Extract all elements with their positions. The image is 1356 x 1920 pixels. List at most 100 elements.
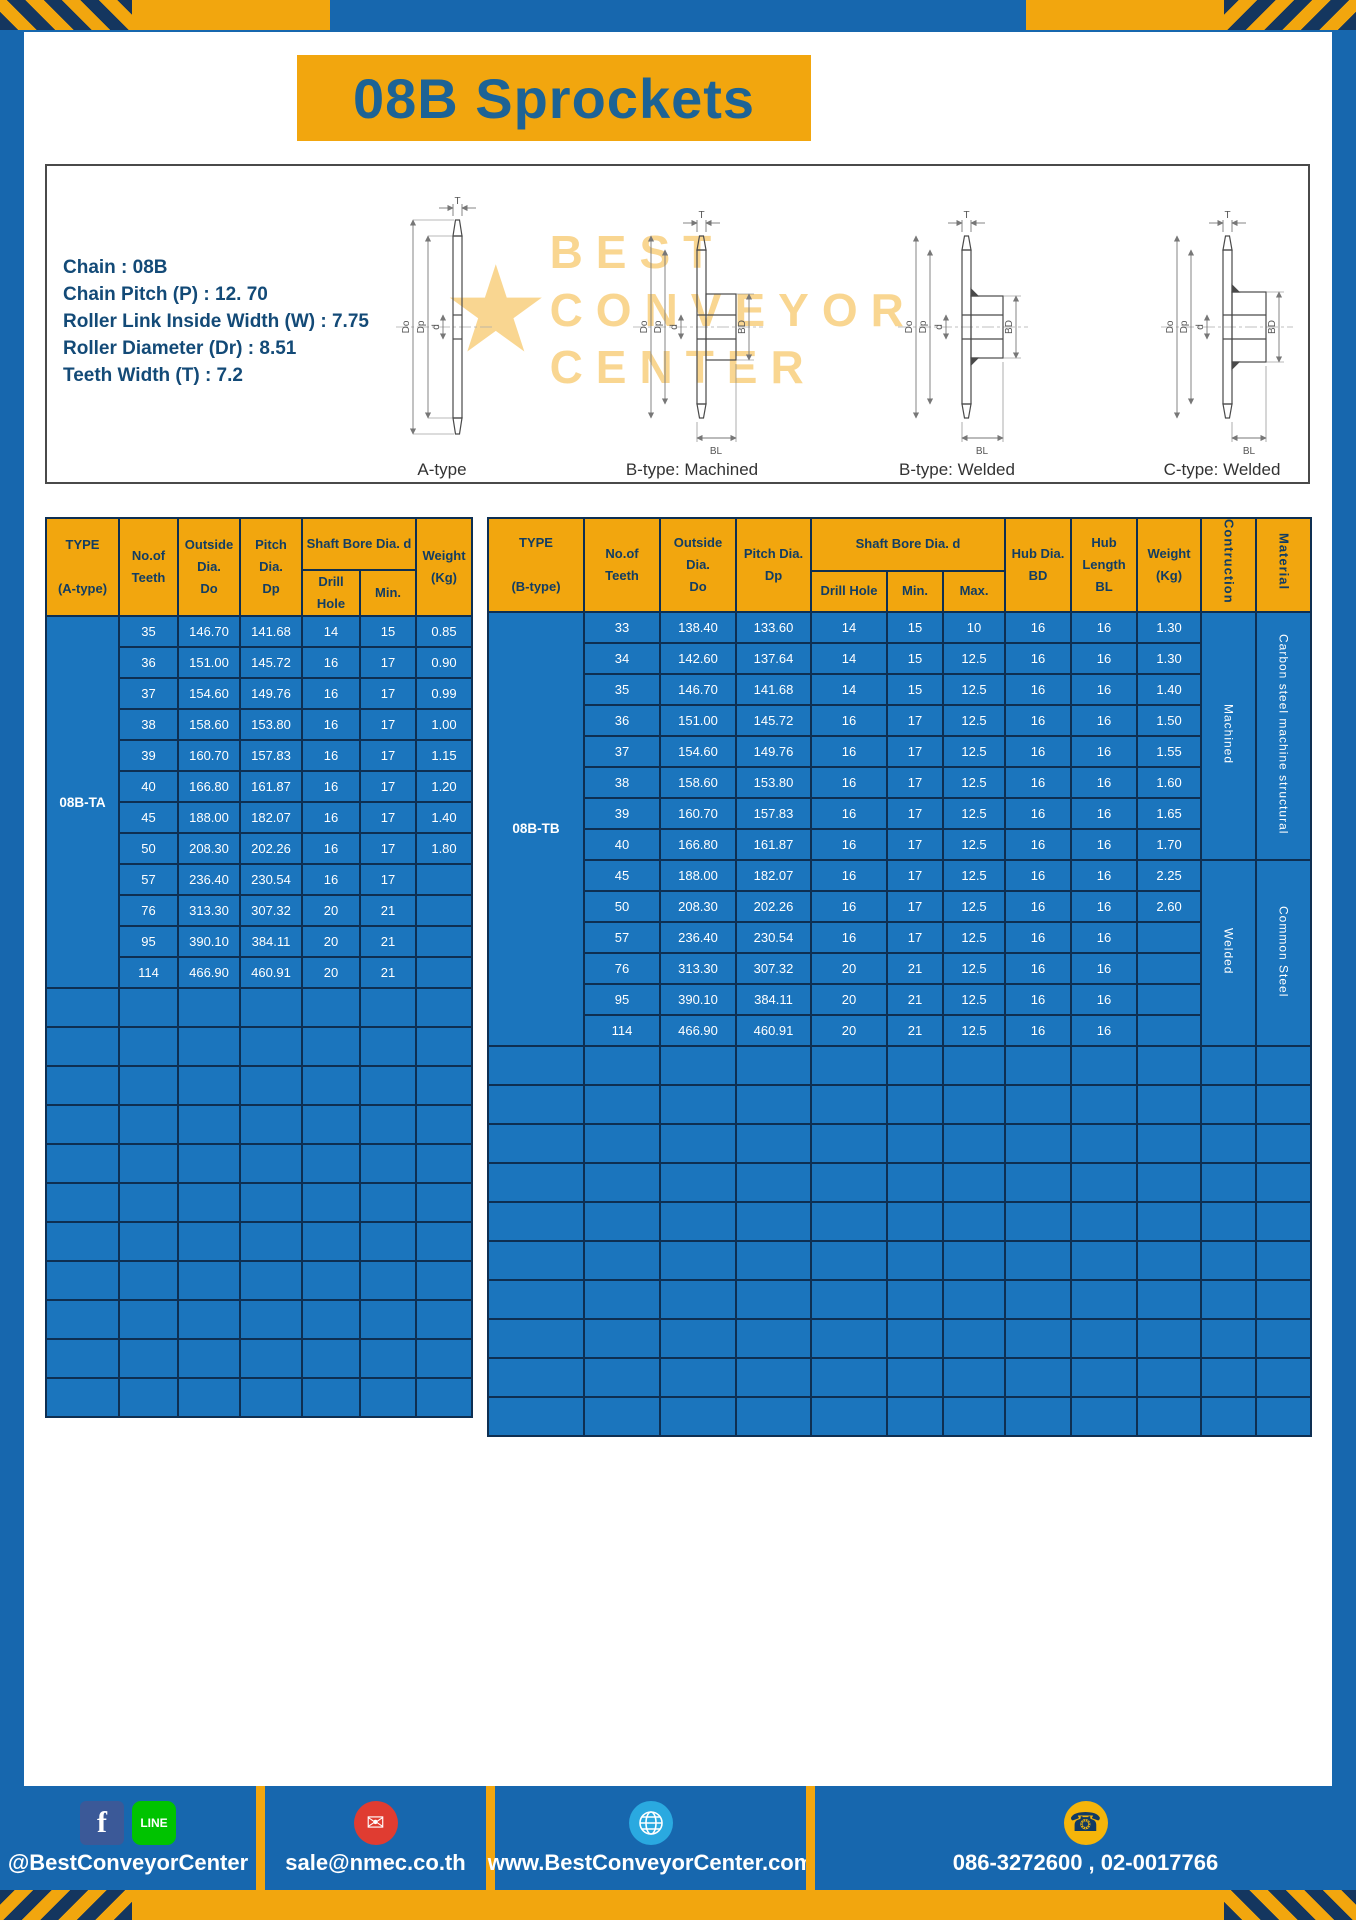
dim-t-label: T bbox=[1224, 210, 1230, 221]
table-cell bbox=[1255, 1278, 1313, 1320]
table-cell bbox=[1070, 1200, 1139, 1242]
table-cell: 20 bbox=[301, 925, 361, 959]
table-cell bbox=[886, 1044, 944, 1086]
table-cell: 142.60 bbox=[659, 641, 737, 675]
table-cell: 157.83 bbox=[735, 796, 812, 830]
table-cell bbox=[1200, 1083, 1258, 1125]
table-cell bbox=[359, 1299, 417, 1341]
table-cell bbox=[239, 1182, 303, 1224]
table-cell: 16 bbox=[1004, 672, 1073, 706]
table-cell: 208.30 bbox=[177, 832, 241, 866]
table-row: 45 188.00 182.07 16 17 1.40 bbox=[46, 801, 473, 835]
table-cell: 1.00 bbox=[415, 708, 473, 742]
table-cell bbox=[301, 1221, 361, 1263]
table-cell bbox=[735, 1239, 812, 1281]
table-cell bbox=[735, 1356, 812, 1398]
table-cell: 1.55 bbox=[1136, 734, 1203, 768]
dim-d-label: d bbox=[431, 324, 442, 330]
table-cell bbox=[177, 1338, 241, 1380]
empty-row bbox=[45, 987, 473, 1029]
table-cell: 20 bbox=[810, 951, 888, 985]
empty-row bbox=[45, 1182, 473, 1224]
table-cell bbox=[487, 1278, 585, 1320]
table-cell bbox=[239, 1104, 303, 1146]
table-cell: 15 bbox=[886, 641, 944, 675]
table-cell bbox=[301, 1143, 361, 1185]
table-cell bbox=[1004, 1356, 1073, 1398]
table-cell bbox=[45, 1104, 120, 1146]
table-cell: 20 bbox=[810, 982, 888, 1016]
footer-divider bbox=[486, 1786, 495, 1890]
table-cell: 466.90 bbox=[177, 956, 241, 990]
table-cell: 114 bbox=[118, 956, 179, 990]
table-cell: 151.00 bbox=[659, 703, 737, 737]
table-cell: 12.5 bbox=[941, 1013, 1007, 1047]
diagram-label: A-type bbox=[417, 460, 467, 479]
title-banner: 08B Sprockets bbox=[297, 55, 811, 141]
dim-bl-label: BL bbox=[976, 446, 989, 457]
a-type-drawing: T Do Dp d bbox=[396, 196, 494, 435]
table-cell bbox=[735, 1200, 812, 1242]
table-cell bbox=[1136, 1395, 1203, 1437]
dim-dp-label: Dp bbox=[918, 320, 929, 333]
table-cell: 17 bbox=[359, 708, 417, 742]
empty-row bbox=[487, 1239, 1313, 1281]
table-cell: 2.60 bbox=[1136, 889, 1203, 923]
table-cell: 0.99 bbox=[415, 677, 473, 711]
table-cell bbox=[659, 1122, 737, 1164]
table-cell: 16 bbox=[1004, 951, 1073, 985]
table-cell bbox=[735, 1278, 812, 1320]
table-cell: 2.25 bbox=[1136, 858, 1203, 892]
table-cell: 57 bbox=[118, 863, 179, 897]
table-cell bbox=[1004, 1122, 1073, 1164]
table-cell: 21 bbox=[359, 956, 417, 990]
footer-phone-section: ☎ 086-3272600 , 02-0017766 bbox=[815, 1786, 1356, 1890]
table-cell bbox=[359, 1221, 417, 1263]
table-cell bbox=[415, 1299, 473, 1341]
table-cell: 38 bbox=[118, 708, 179, 742]
table-cell: 16 bbox=[810, 858, 888, 892]
table-cell bbox=[941, 1239, 1007, 1281]
yellow-strip-top-left bbox=[132, 0, 330, 30]
table-cell bbox=[415, 956, 473, 990]
table-cell bbox=[583, 1356, 661, 1398]
table-cell: 21 bbox=[359, 925, 417, 959]
table-cell bbox=[415, 1104, 473, 1146]
table-cell: 95 bbox=[118, 925, 179, 959]
table-cell: 182.07 bbox=[735, 858, 812, 892]
table-cell: 35 bbox=[583, 672, 661, 706]
material-cell: Common Steel bbox=[1255, 858, 1313, 1047]
table-cell: 16 bbox=[1004, 734, 1073, 768]
table-row: 38 158.60 153.80 16 17 12.5 16 16 1.60 bbox=[488, 765, 1311, 799]
table-cell: 37 bbox=[583, 734, 661, 768]
table-cell bbox=[810, 1395, 888, 1437]
empty-row bbox=[45, 1221, 473, 1263]
table-cell: 202.26 bbox=[239, 832, 303, 866]
table-a-body: 08B-TA 35 146.70 141.68 14 15 0.85 36 151.00 145.… bbox=[45, 615, 473, 1419]
empty-row bbox=[45, 1260, 473, 1302]
table-cell: 146.70 bbox=[177, 615, 241, 649]
table-cell: 37 bbox=[118, 677, 179, 711]
table-cell: 1.40 bbox=[415, 801, 473, 835]
table-cell bbox=[659, 1395, 737, 1437]
table-cell: 230.54 bbox=[735, 920, 812, 954]
table-cell bbox=[1255, 1317, 1313, 1359]
table-cell bbox=[45, 1026, 120, 1068]
watermark-logo: ★ BEST CONVEYOR CENTER bbox=[442, 224, 917, 397]
table-cell: 141.68 bbox=[735, 672, 812, 706]
table-cell bbox=[1004, 1239, 1073, 1281]
table-cell: 15 bbox=[886, 610, 944, 644]
table-cell bbox=[359, 1182, 417, 1224]
table-cell bbox=[1255, 1200, 1313, 1242]
table-cell: 12.5 bbox=[941, 703, 1007, 737]
table-cell: 236.40 bbox=[659, 920, 737, 954]
table-cell: 188.00 bbox=[659, 858, 737, 892]
table-cell bbox=[301, 1104, 361, 1146]
diagram-a-type: T Do Dp d A-type bbox=[382, 196, 502, 480]
table-cell: 17 bbox=[359, 801, 417, 835]
header-teeth: No.of Teeth bbox=[583, 517, 661, 613]
table-row: 76 313.30 307.32 20 21 12.5 16 16 bbox=[488, 951, 1311, 985]
table-cell bbox=[886, 1122, 944, 1164]
yellow-strip-top-right bbox=[1026, 0, 1224, 30]
table-cell: 0.85 bbox=[415, 615, 473, 649]
